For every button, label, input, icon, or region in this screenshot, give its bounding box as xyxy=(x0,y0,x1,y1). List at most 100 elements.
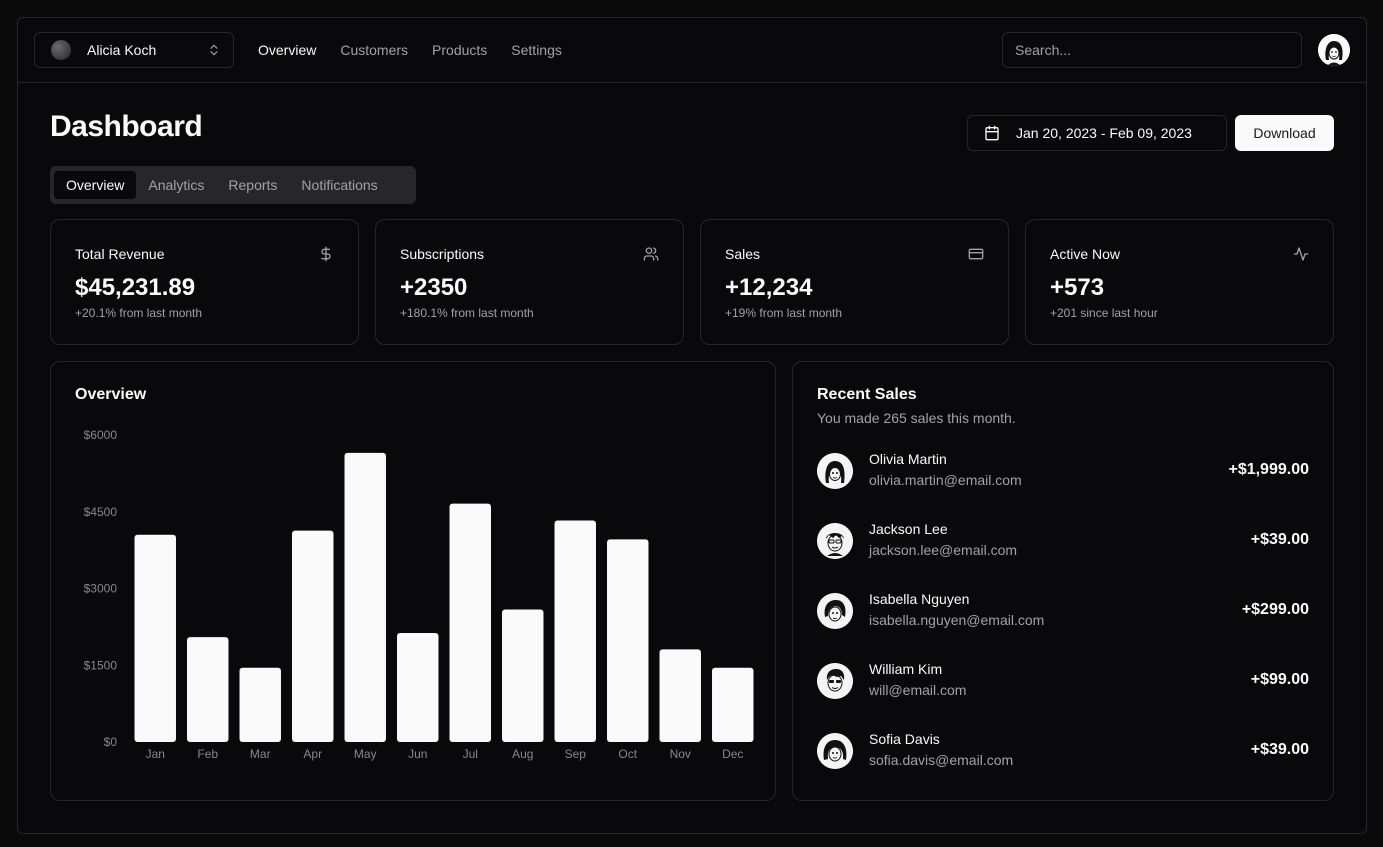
overview-bar-chart: $0 $1500 $3000 $4500 $6000 Jan Feb Mar Apr May Jun… xyxy=(84,428,754,761)
users-icon xyxy=(643,247,659,261)
credit-card-icon xyxy=(968,248,984,260)
recent-sales-description: You made 265 sales this month. xyxy=(817,410,1016,426)
avatar-image xyxy=(817,733,853,769)
avatar-image xyxy=(817,663,853,699)
x-tick-label: Jan xyxy=(146,747,165,761)
stat-value: +2350 xyxy=(400,274,468,301)
nav-link-customers[interactable]: Customers xyxy=(340,42,409,58)
x-tick-label: Jun xyxy=(408,747,427,761)
stat-card-subscriptions: Subscriptions +2350 +180.1% from last mo… xyxy=(375,219,684,345)
sale-email: will@email.com xyxy=(869,682,967,698)
sale-email: olivia.martin@email.com xyxy=(869,472,1022,488)
bar-nov[interactable] xyxy=(659,649,701,742)
avatar xyxy=(817,663,853,699)
chevrons-up-down-icon xyxy=(210,44,218,56)
stat-card-sales: Sales +12,234 +19% from last month xyxy=(700,219,1009,345)
x-tick-label: Mar xyxy=(250,747,271,761)
tab-overview[interactable]: Overview xyxy=(54,171,137,199)
stat-subtext: +20.1% from last month xyxy=(75,306,203,320)
user-avatar[interactable] xyxy=(1318,34,1350,66)
tab-list: Overview Analytics Reports Notifications xyxy=(50,166,416,204)
x-tick-label: Aug xyxy=(512,747,533,761)
nav-link-products[interactable]: Products xyxy=(432,42,488,58)
x-tick-label: Nov xyxy=(670,747,691,761)
x-tick-label: May xyxy=(354,747,377,761)
bar-jul[interactable] xyxy=(449,503,491,742)
y-tick-label: $0 xyxy=(104,735,118,749)
bar-sep[interactable] xyxy=(554,520,596,742)
sale-row: Sofia Davis sofia.davis@email.com +$39.0… xyxy=(817,731,1309,771)
sale-amount: +$39.00 xyxy=(1250,531,1309,548)
stat-card-active-now: Active Now +573 +201 since last hour xyxy=(1025,219,1334,345)
sale-row: William Kim will@email.com +$99.00 xyxy=(817,661,1309,701)
team-avatar xyxy=(51,40,71,60)
team-switcher[interactable]: Alicia Koch xyxy=(34,32,234,68)
y-tick-label: $4500 xyxy=(84,505,118,519)
x-tick-label: Oct xyxy=(618,747,637,761)
x-tick-label: Dec xyxy=(722,747,743,761)
x-tick-label: Sep xyxy=(565,747,587,761)
bar-dec[interactable] xyxy=(712,667,754,742)
bar-jan[interactable] xyxy=(134,534,176,742)
bar-jun[interactable] xyxy=(397,633,439,742)
tab-analytics[interactable]: Analytics xyxy=(148,177,205,193)
sale-row: Olivia Martin olivia.martin@email.com +$… xyxy=(817,451,1309,491)
sale-name: Sofia Davis xyxy=(869,731,940,747)
sale-email: isabella.nguyen@email.com xyxy=(869,612,1045,628)
dollar-icon xyxy=(321,246,331,262)
avatar-image xyxy=(817,453,853,489)
x-tick-label: Apr xyxy=(303,747,322,761)
date-range-picker[interactable]: Jan 20, 2023 - Feb 09, 2023 xyxy=(967,115,1227,151)
user-avatar-image xyxy=(1318,34,1350,66)
top-nav: Alicia Koch Overview Customers Products … xyxy=(18,18,1366,83)
stat-subtext: +201 since last hour xyxy=(1050,306,1158,320)
stat-value: +573 xyxy=(1050,274,1105,301)
bar-apr[interactable] xyxy=(292,530,334,742)
avatar-image xyxy=(817,593,853,629)
stat-subtext: +180.1% from last month xyxy=(400,306,534,320)
sale-row: Isabella Nguyen isabella.nguyen@email.co… xyxy=(817,591,1309,631)
sale-row: Jackson Lee jackson.lee@email.com +$39.0… xyxy=(817,521,1309,561)
recent-sales-card: Recent Sales You made 265 sales this mon… xyxy=(792,361,1334,801)
nav-link-settings[interactable]: Settings xyxy=(511,42,562,58)
sale-name: William Kim xyxy=(869,661,943,677)
avatar xyxy=(817,523,853,559)
y-tick-label: $6000 xyxy=(84,428,118,442)
stat-card-total-revenue: Total Revenue $45,231.89 +20.1% from las… xyxy=(50,219,359,345)
sale-name: Isabella Nguyen xyxy=(869,591,970,607)
x-tick-label: Jul xyxy=(463,747,478,761)
bar-oct[interactable] xyxy=(607,539,649,742)
avatar xyxy=(817,593,853,629)
activity-icon xyxy=(1293,247,1309,261)
download-button[interactable]: Download xyxy=(1235,115,1334,151)
recent-sales-title: Recent Sales xyxy=(817,386,917,403)
team-name: Alicia Koch xyxy=(87,42,157,58)
bar-feb[interactable] xyxy=(187,637,229,742)
stat-value: $45,231.89 xyxy=(75,274,196,301)
bar-may[interactable] xyxy=(344,452,386,742)
overview-title: Overview xyxy=(75,386,147,403)
sale-email: jackson.lee@email.com xyxy=(869,542,1018,558)
search-input[interactable] xyxy=(1002,32,1302,68)
nav-link-overview[interactable]: Overview xyxy=(258,42,317,58)
avatar xyxy=(817,453,853,489)
sale-name: Olivia Martin xyxy=(869,451,947,467)
tab-reports[interactable]: Reports xyxy=(228,177,278,193)
bar-mar[interactable] xyxy=(239,667,281,742)
sale-amount: +$299.00 xyxy=(1241,601,1309,618)
sale-amount: +$99.00 xyxy=(1250,671,1309,688)
stat-title: Active Now xyxy=(1050,246,1121,262)
stat-value: +12,234 xyxy=(725,274,813,301)
y-tick-label: $1500 xyxy=(84,658,118,672)
x-tick-label: Feb xyxy=(197,747,218,761)
page-title: Dashboard xyxy=(50,110,203,143)
calendar-icon xyxy=(985,125,999,141)
sale-name: Jackson Lee xyxy=(869,521,948,537)
stat-title: Sales xyxy=(725,246,761,262)
avatar xyxy=(817,733,853,769)
date-range-label: Jan 20, 2023 - Feb 09, 2023 xyxy=(1016,125,1192,141)
avatar-image xyxy=(817,523,853,559)
bar-aug[interactable] xyxy=(502,609,544,742)
y-tick-label: $3000 xyxy=(84,582,118,596)
tab-notifications[interactable]: Notifications xyxy=(301,177,378,193)
